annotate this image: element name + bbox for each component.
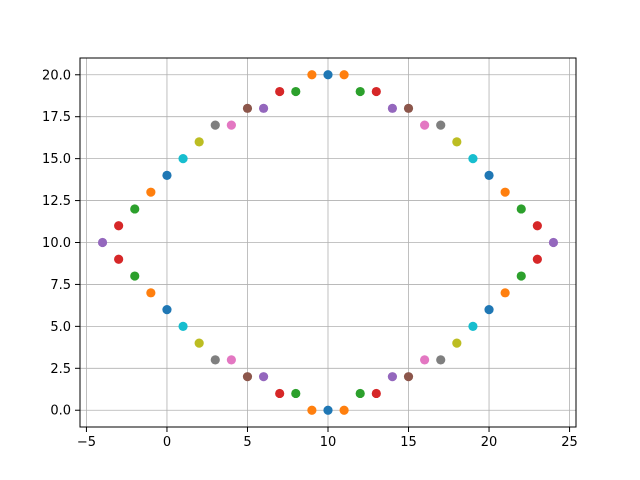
data-point bbox=[371, 86, 381, 97]
data-point bbox=[339, 70, 349, 80]
data-point bbox=[403, 103, 414, 113]
y-tick-label: 10.0 bbox=[42, 236, 71, 251]
data-point bbox=[516, 271, 526, 281]
y-tick-label: 2.5 bbox=[50, 362, 71, 377]
data-point bbox=[387, 103, 398, 113]
data-point bbox=[339, 405, 349, 415]
data-point bbox=[420, 120, 430, 130]
data-point bbox=[97, 237, 108, 248]
data-point bbox=[452, 338, 462, 348]
data-point bbox=[226, 355, 236, 365]
data-point bbox=[484, 304, 494, 315]
x-tick-label: 5 bbox=[243, 435, 251, 450]
data-point bbox=[114, 254, 124, 264]
data-point bbox=[532, 221, 542, 231]
data-point bbox=[452, 137, 462, 147]
x-tick-label: 10 bbox=[320, 435, 337, 450]
data-point bbox=[323, 70, 333, 80]
data-point bbox=[307, 405, 317, 415]
data-point bbox=[500, 288, 510, 298]
y-tick-label: 12.5 bbox=[42, 194, 71, 209]
axis-ticks: −5 0 5 10 15 20 25 0.0 2.5 5.0 7.5 10.0 12.5 15.0 17.5… bbox=[42, 68, 578, 450]
data-point bbox=[548, 237, 559, 248]
x-tick-label: 0 bbox=[163, 435, 171, 450]
data-point bbox=[114, 221, 124, 231]
data-point bbox=[355, 388, 365, 399]
data-point bbox=[307, 70, 317, 80]
y-tick-label: 15.0 bbox=[42, 152, 71, 167]
data-point bbox=[162, 304, 172, 315]
data-point bbox=[178, 321, 188, 331]
data-point bbox=[355, 86, 365, 97]
data-point bbox=[210, 355, 220, 365]
data-point bbox=[436, 120, 446, 130]
y-tick-label: 17.5 bbox=[42, 110, 71, 125]
data-point bbox=[130, 271, 140, 281]
data-point bbox=[468, 154, 478, 164]
data-point bbox=[420, 355, 430, 365]
data-point bbox=[162, 170, 172, 181]
data-point bbox=[403, 372, 414, 382]
data-point bbox=[210, 120, 220, 130]
x-tick-label: −5 bbox=[77, 435, 96, 450]
data-point bbox=[468, 321, 478, 331]
y-tick-label: 5.0 bbox=[50, 320, 71, 335]
data-point bbox=[146, 187, 156, 197]
data-points bbox=[97, 70, 559, 415]
data-point bbox=[275, 86, 285, 97]
data-point bbox=[146, 288, 156, 298]
data-point bbox=[436, 355, 446, 365]
data-point bbox=[371, 388, 381, 399]
data-point bbox=[194, 338, 204, 348]
data-point bbox=[194, 137, 204, 147]
data-point bbox=[532, 254, 542, 264]
data-point bbox=[323, 405, 333, 415]
data-point bbox=[258, 372, 269, 382]
data-point bbox=[275, 388, 285, 399]
y-tick-label: 20.0 bbox=[42, 68, 71, 83]
data-point bbox=[242, 372, 253, 382]
data-point bbox=[516, 204, 526, 214]
data-point bbox=[226, 120, 236, 130]
data-point bbox=[291, 86, 301, 97]
data-point bbox=[242, 103, 253, 113]
x-tick-label: 15 bbox=[400, 435, 417, 450]
data-point bbox=[130, 204, 140, 214]
data-point bbox=[178, 154, 188, 164]
y-tick-label: 7.5 bbox=[50, 278, 71, 293]
data-point bbox=[484, 170, 494, 181]
x-tick-label: 25 bbox=[561, 435, 578, 450]
data-point bbox=[500, 187, 510, 197]
y-tick-label: 0.0 bbox=[50, 404, 71, 419]
data-point bbox=[291, 388, 301, 399]
x-tick-label: 20 bbox=[481, 435, 498, 450]
data-point bbox=[387, 372, 398, 382]
data-point bbox=[258, 103, 269, 113]
